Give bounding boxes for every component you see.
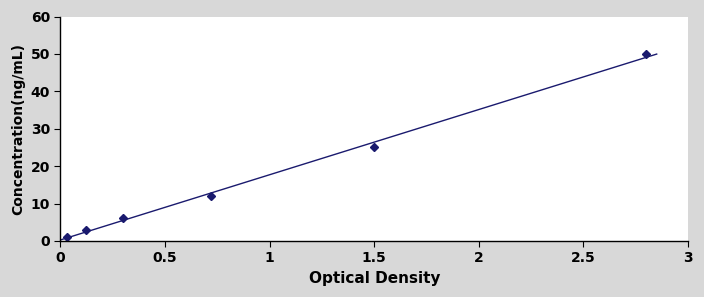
X-axis label: Optical Density: Optical Density <box>308 271 440 286</box>
Y-axis label: Concentration(ng/mL): Concentration(ng/mL) <box>11 43 25 215</box>
